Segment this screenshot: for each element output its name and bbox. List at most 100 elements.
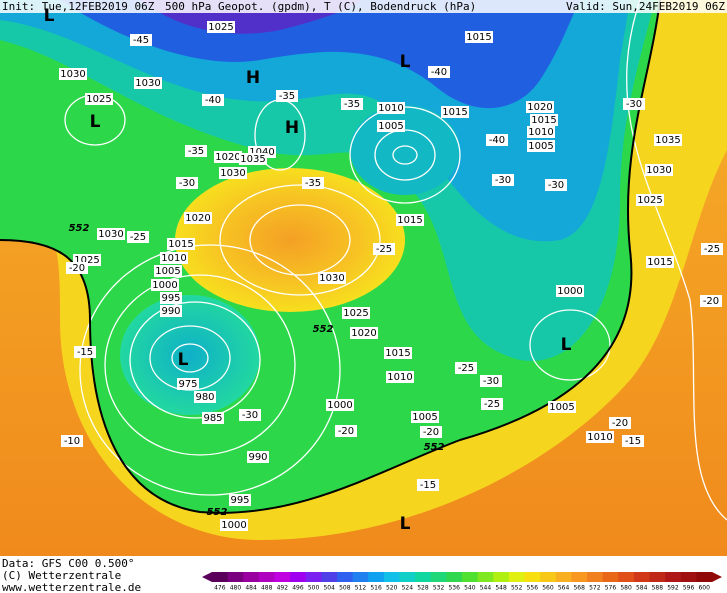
legend-label: 596 [683,585,695,592]
isobar-label: 1030 [646,165,671,176]
legend-arrow-left [202,572,212,582]
legend-swatch [383,572,400,582]
legend-swatch [462,572,479,582]
temperature-label-box [66,262,88,274]
isobar-label-box [194,391,216,403]
isobar-label-box [85,93,113,105]
legend-label: 592 [667,585,679,592]
isobar-label: 1030 [319,273,344,284]
legend-swatch [274,572,291,582]
legend-swatch [602,572,619,582]
isobar-label-box [59,68,87,80]
isobar-label-box [220,519,248,531]
high-ridge [175,168,405,312]
isobar-label-box [318,272,346,284]
isobar-label: 1010 [528,127,553,138]
temperature-label-box [481,398,503,410]
isobar-label-box [229,494,251,506]
isobar-label-box [386,371,414,383]
legend-label: 576 [605,585,617,592]
isobar [79,244,341,496]
isobar [171,343,209,373]
temperature-label-box [341,98,363,110]
legend-swatch [540,572,557,582]
temperature-label-box [622,435,644,447]
legend-swatch [321,572,338,582]
isobar [529,309,611,381]
temperature-label-box [609,417,631,429]
pressure-center: L [44,6,55,26]
temperature-label-box [701,243,723,255]
temperature-label-box [130,34,152,46]
isobar [392,145,418,165]
temperature-label: -35 [279,91,295,102]
height-label: 552 [207,507,228,518]
isobar-label: 1015 [168,239,193,250]
isobar-label: 1010 [387,372,412,383]
legend-swatch [337,572,354,582]
isobar-label-box [377,120,405,132]
temperature-label: -20 [703,296,719,307]
legend-label: 484 [245,585,257,592]
temperature-label-box [185,145,207,157]
legend-swatch [633,572,650,582]
legend-swatch [243,572,260,582]
isobar-label: 1010 [587,432,612,443]
isobar-label: 1020 [351,328,376,339]
legend-label: 488 [261,585,273,592]
pressure-center: L [400,52,411,72]
isobar-label-box [202,412,224,424]
blue-area [60,0,580,109]
isobar-label-box [207,21,235,33]
isobar [249,204,351,276]
isobar-label-box [465,31,493,43]
legend-label: 600 [698,585,710,592]
legend-label: 512 [355,585,367,592]
isobar [104,274,296,456]
isobar-label: 1025 [74,255,99,266]
legend-label: 552 [511,585,523,592]
isobar-label: 1015 [385,348,410,359]
map-background [0,0,727,556]
legend-label: 504 [323,585,335,592]
temperature-label: -15 [420,480,436,491]
temperature-label-box [202,94,224,106]
legend-swatch [493,572,510,582]
isobar-label: 1015 [442,107,467,118]
copyright: (C) Wetterzentrale [2,569,121,582]
pressure-center: L [400,514,411,534]
isobar-label-box [160,305,182,317]
isobar-label: 1025 [637,195,662,206]
legend-arrow-right [712,572,722,582]
isobar-label-box [326,399,354,411]
legend-label: 584 [636,585,648,592]
legend-label: 480 [230,585,242,592]
legend-swatch [227,572,244,582]
isobar-label-box [441,106,469,118]
legend-label: 528 [417,585,429,592]
isobar-label-box [154,265,182,277]
isobar-label-box [219,167,247,179]
isobar-label-box [527,140,555,152]
isobar-label: 1000 [221,520,246,531]
legend-label: 516 [370,585,382,592]
isobar-label-box [396,214,424,226]
legend-label: 536 [448,585,460,592]
isobar-label: 975 [178,379,197,390]
isobar-label: 990 [161,306,180,317]
legend-swatch [508,572,525,582]
temperature-label-box [700,295,722,307]
temperature-label-box [480,375,502,387]
temperature-label-box [302,177,324,189]
isobar-label: 980 [195,392,214,403]
isobar-label: 990 [248,452,267,463]
legend-label: 572 [589,585,601,592]
legend-label: 508 [339,585,351,592]
legend-swatch [696,572,713,582]
isobar-label: 1020 [185,213,210,224]
legend-swatch [680,572,697,582]
legend-label: 500 [308,585,320,592]
temperature-label-box [127,231,149,243]
isobar-label: 1005 [528,141,553,152]
